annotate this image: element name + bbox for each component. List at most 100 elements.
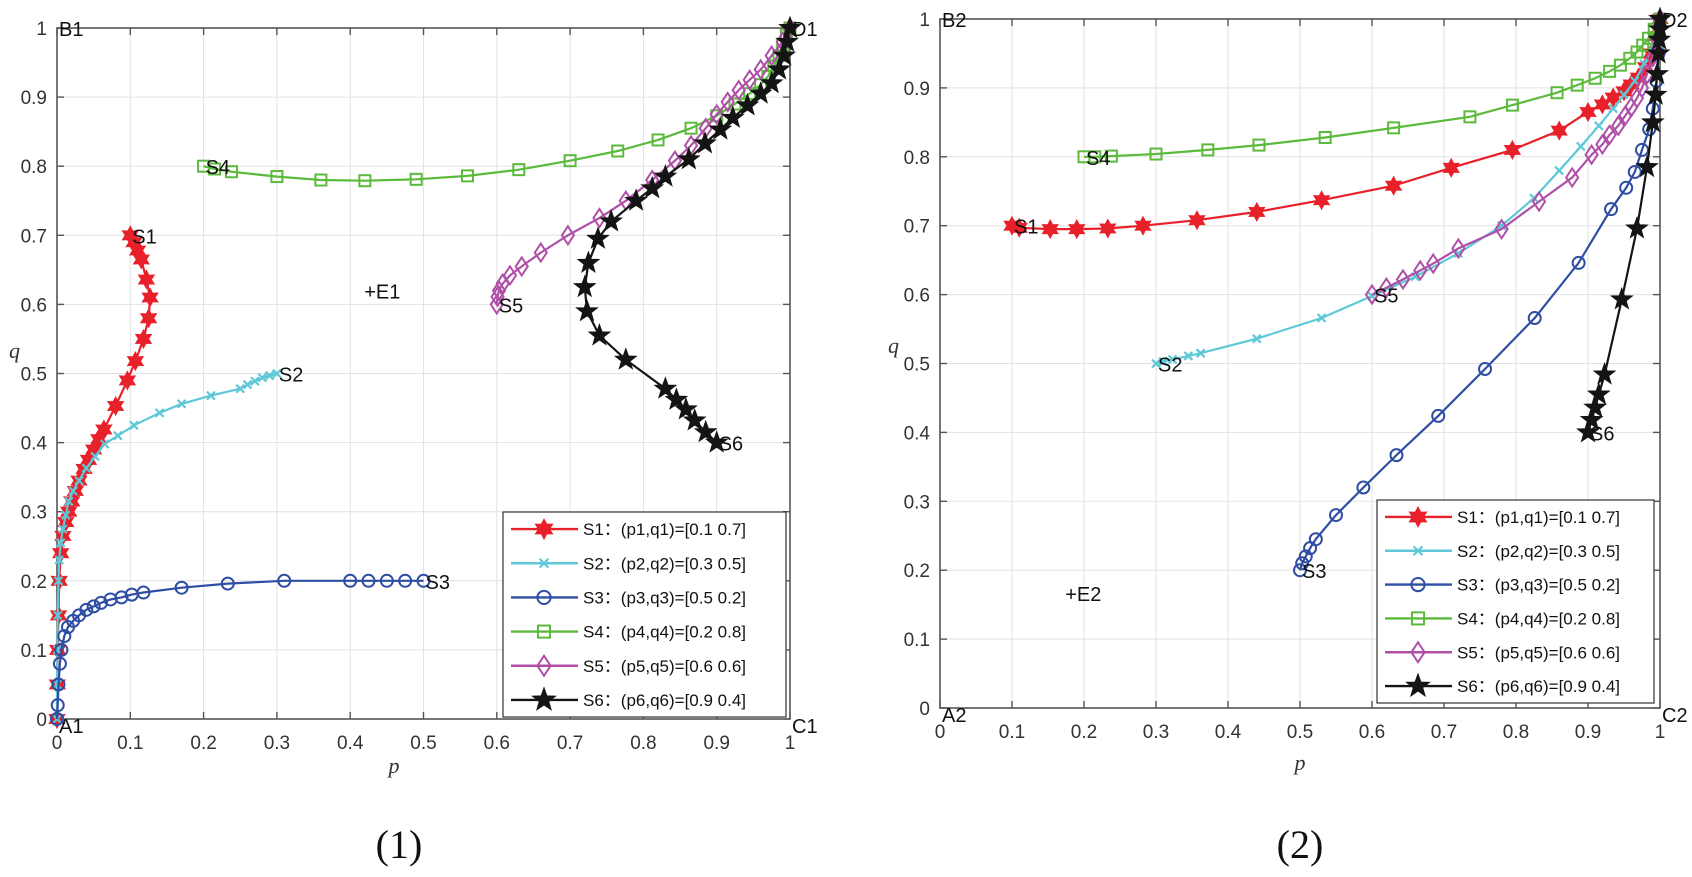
data-point-s6 — [653, 164, 678, 187]
data-point-s3 — [86, 599, 101, 614]
data-point-s2 — [206, 390, 216, 401]
y-axis-title: q — [9, 338, 20, 363]
data-point-s4 — [651, 133, 665, 147]
data-point-s1 — [1188, 210, 1206, 231]
data-point-s6 — [693, 130, 717, 154]
x-tick-label: 0.1 — [999, 722, 1025, 743]
data-point-s6 — [708, 117, 733, 140]
data-point-s3 — [277, 573, 292, 588]
data-point-s1 — [139, 308, 158, 329]
series-s2: S2 — [52, 365, 303, 724]
start-label-s3: S3 — [1302, 561, 1326, 583]
data-point-s2 — [154, 408, 165, 418]
data-point-s1 — [132, 249, 151, 270]
x-tick-label: 0 — [935, 722, 946, 743]
data-point-s2 — [235, 383, 246, 394]
data-point-s1 — [1384, 175, 1403, 196]
data-point-s2 — [1167, 354, 1178, 365]
start-label-s6: S6 — [1590, 423, 1614, 445]
data-point-s2 — [1158, 356, 1168, 367]
data-point-s4 — [1570, 78, 1584, 92]
data-point-s4 — [1149, 147, 1163, 161]
start-label-s6: S6 — [719, 434, 743, 456]
legend-item-s1: S1：(p1,q1)=[0.1 0.7] — [1385, 505, 1620, 528]
corner-label: B2 — [942, 10, 966, 32]
data-point-s3 — [1478, 362, 1493, 377]
legend-marker-s2 — [538, 558, 550, 569]
legend-marker-s4 — [536, 624, 552, 639]
data-point-s4 — [611, 144, 625, 158]
series-s2: S2 — [1151, 14, 1665, 377]
data-point-s2 — [1316, 313, 1327, 323]
x-tick-label: 0.4 — [1215, 722, 1242, 743]
data-point-s1 — [1503, 139, 1522, 160]
data-point-s5 — [1634, 77, 1650, 99]
y-tick-label: 0.6 — [21, 295, 47, 316]
y-tick-label: 0.6 — [904, 286, 930, 307]
y-tick-label: 0.2 — [21, 572, 47, 593]
data-point-s2 — [250, 376, 260, 386]
data-point-s5 — [742, 69, 757, 91]
data-point-s2 — [264, 370, 275, 381]
corner-label: C2 — [1662, 705, 1688, 727]
data-point-s1 — [137, 269, 156, 290]
legend-label: S5：(p5,q5)=[0.6 0.6] — [1457, 643, 1620, 662]
data-point-s5 — [1611, 114, 1626, 137]
data-point-s5 — [1379, 276, 1394, 299]
data-point-s2 — [1183, 351, 1194, 361]
data-point-s5 — [1413, 259, 1428, 282]
x-tick-label: 0 — [52, 733, 63, 754]
data-point-s2 — [54, 555, 64, 565]
y-tick-label: 1 — [36, 19, 47, 40]
data-point-s6 — [1586, 381, 1611, 405]
data-point-s4 — [1550, 86, 1564, 100]
start-label-s5: S5 — [1374, 286, 1398, 308]
data-point-s3 — [50, 712, 64, 726]
data-point-s3 — [1298, 549, 1313, 564]
data-point-s3 — [50, 698, 65, 713]
data-point-s6 — [767, 57, 791, 80]
data-point-s5 — [1564, 166, 1580, 189]
legend-marker-s2 — [1412, 545, 1424, 556]
y-tick-label: 0 — [36, 710, 47, 731]
data-point-s5 — [720, 91, 735, 113]
data-point-s6 — [1609, 286, 1634, 310]
corner-label: C1 — [792, 716, 818, 738]
data-point-s3 — [1293, 563, 1307, 578]
legend-item-s5: S5：(p5,q5)=[0.6 0.6] — [1385, 640, 1620, 664]
data-point-s6 — [1643, 82, 1668, 105]
legend-label: S3：(p3,q3)=[0.5 0.2] — [583, 588, 746, 607]
data-point-s2 — [1195, 348, 1206, 358]
x-tick-label: 0.7 — [557, 733, 583, 754]
data-point-s5 — [533, 241, 548, 264]
legend-item-s2: S2：(p2,q2)=[0.3 0.5] — [1385, 542, 1620, 561]
data-point-s5 — [1602, 123, 1617, 146]
series-s4: S4 — [197, 21, 797, 188]
x-tick-label: 0.5 — [410, 733, 436, 754]
data-point-s5 — [490, 285, 505, 308]
x-axis-title: p — [1293, 750, 1306, 775]
data-point-s3 — [220, 576, 235, 591]
data-point-s3 — [51, 677, 66, 692]
legend-marker-s3 — [1410, 576, 1426, 593]
data-point-s3 — [1571, 255, 1586, 270]
data-point-s6 — [586, 226, 610, 249]
data-point-s6 — [1592, 362, 1617, 385]
legend-item-s6: S6：(p6,q6)=[0.9 0.4] — [511, 686, 746, 711]
corner-label: D1 — [792, 19, 818, 41]
data-point-s1 — [1312, 190, 1331, 211]
legend-label: S1：(p1,q1)=[0.1 0.7] — [1457, 508, 1620, 527]
data-point-s6 — [1625, 216, 1649, 239]
legend-marker-s6 — [1405, 672, 1431, 698]
y-tick-label: 0.4 — [21, 434, 48, 455]
series-s4: S4 — [1077, 12, 1667, 170]
data-point-s6 — [1646, 41, 1671, 64]
legend: S1：(p1,q1)=[0.1 0.7] S2：(p2,q2)=[0.3 0.5]… — [502, 511, 787, 718]
data-point-s1 — [1041, 219, 1059, 240]
series-s6: S6 — [572, 15, 802, 456]
data-point-s6 — [1579, 407, 1604, 431]
data-point-s2 — [52, 610, 63, 621]
data-point-s5 — [592, 207, 607, 229]
y-tick-label: 0.9 — [904, 79, 930, 100]
y-tick-label: 0.9 — [21, 88, 47, 109]
